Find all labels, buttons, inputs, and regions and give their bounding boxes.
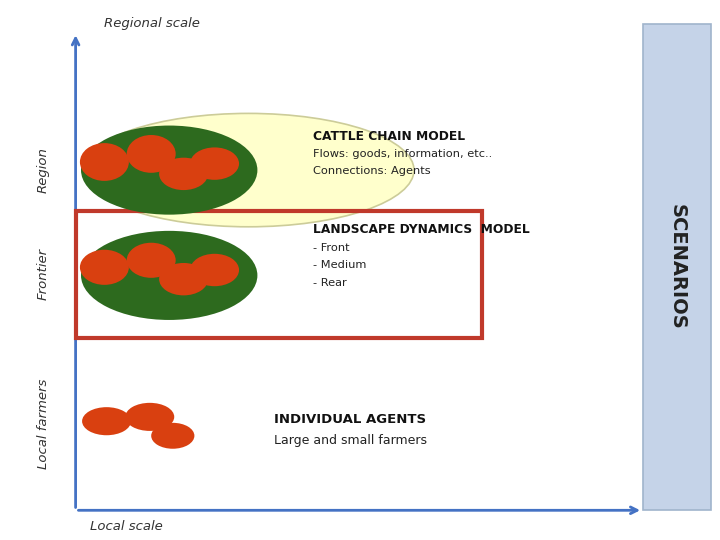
Text: Local farmers: Local farmers <box>37 379 50 469</box>
Bar <box>643 24 711 510</box>
Text: Frontier: Frontier <box>37 248 50 300</box>
Text: LANDSCAPE DYNAMICS  MODEL: LANDSCAPE DYNAMICS MODEL <box>313 223 530 236</box>
Ellipse shape <box>125 403 174 431</box>
Ellipse shape <box>80 249 129 285</box>
Bar <box>76 211 482 338</box>
Text: Large and small farmers: Large and small farmers <box>274 434 426 447</box>
Text: Regional scale: Regional scale <box>104 17 200 30</box>
Ellipse shape <box>80 143 129 181</box>
Text: CATTLE CHAIN MODEL: CATTLE CHAIN MODEL <box>313 130 465 143</box>
Ellipse shape <box>127 135 176 173</box>
Ellipse shape <box>83 113 414 227</box>
Text: Region: Region <box>37 147 50 193</box>
Text: - Front: - Front <box>313 244 350 253</box>
Ellipse shape <box>159 158 208 190</box>
Ellipse shape <box>190 147 239 180</box>
Ellipse shape <box>190 254 239 286</box>
Ellipse shape <box>81 125 258 214</box>
Ellipse shape <box>81 231 258 320</box>
Text: SCENARIOS: SCENARIOS <box>667 205 687 330</box>
Text: - Rear: - Rear <box>313 279 347 288</box>
Text: Local scale: Local scale <box>90 520 163 533</box>
Ellipse shape <box>82 407 131 435</box>
Text: INDIVIDUAL AGENTS: INDIVIDUAL AGENTS <box>274 413 426 426</box>
Ellipse shape <box>127 242 176 278</box>
Ellipse shape <box>159 263 208 295</box>
Ellipse shape <box>151 423 194 449</box>
Text: Connections: Agents: Connections: Agents <box>313 166 431 176</box>
Text: - Medium: - Medium <box>313 260 366 269</box>
Text: Flows: goods, information, etc..: Flows: goods, information, etc.. <box>313 149 492 159</box>
